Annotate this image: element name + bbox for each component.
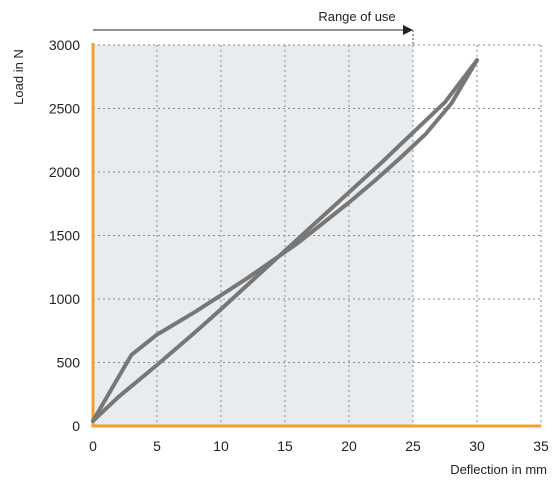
x-tick-label: 10: [213, 438, 229, 454]
y-tick-label: 2500: [49, 101, 80, 117]
x-tick-label: 30: [469, 438, 485, 454]
x-tick-label: 0: [89, 438, 97, 454]
range-of-use-label: Range of use: [318, 9, 395, 24]
series-line-2: [91, 58, 479, 423]
plot-frame: [91, 43, 541, 428]
y-tick-label: 0: [72, 418, 80, 434]
series-lines: [91, 58, 479, 423]
x-tick-label: 35: [533, 438, 549, 454]
grid-lines: [93, 44, 542, 426]
x-tick-label: 25: [405, 438, 421, 454]
range-of-use-arrowhead: [403, 25, 413, 35]
y-tick-label: 1500: [49, 228, 80, 244]
y-tick-label: 500: [57, 355, 81, 371]
y-tick-label: 3000: [49, 37, 80, 53]
x-axis-title: Deflection in mm: [450, 462, 547, 477]
y-tick-label: 1000: [49, 291, 80, 307]
x-tick-label: 15: [277, 438, 293, 454]
y-tick-label: 2000: [49, 164, 80, 180]
y-axis-title: Load in N: [11, 49, 26, 105]
x-tick-labels: 0 5 10 15 20 25 30 35: [89, 438, 549, 454]
x-tick-label: 5: [153, 438, 161, 454]
range-of-use-annotation: Range of use: [93, 9, 414, 45]
x-tick-label: 20: [341, 438, 357, 454]
y-tick-labels: 0 500 1000 1500 2000 2500 3000: [49, 37, 80, 434]
